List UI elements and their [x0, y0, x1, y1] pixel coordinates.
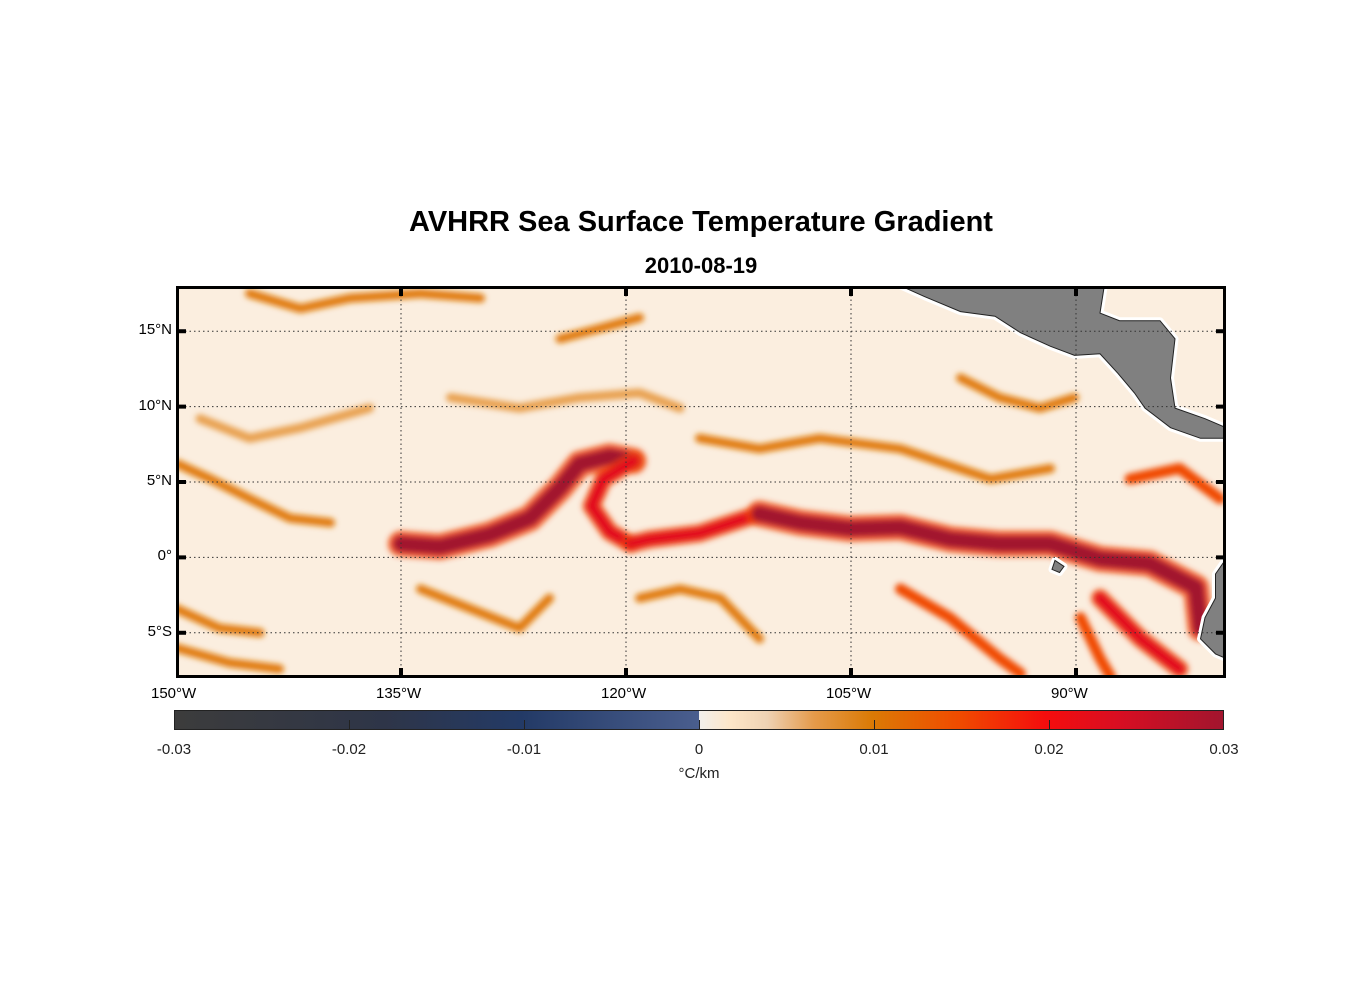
temperature-front	[1124, 462, 1226, 505]
temperature-front	[695, 433, 1055, 484]
colorbar-tick-label: -0.02	[331, 741, 367, 758]
ocean-background	[176, 286, 1226, 678]
colorbar-label: °C/km	[678, 765, 720, 782]
temperature-front	[195, 403, 374, 443]
x-tick-label: 90°W	[1051, 685, 1088, 702]
temperature-front	[446, 388, 685, 413]
y-tick-label: 5°S	[147, 622, 172, 640]
chart-subtitle: 2010-08-19	[644, 253, 758, 278]
x-tick-label: 120°W	[601, 685, 647, 702]
x-tick-label: 135°W	[376, 685, 422, 702]
y-tick-label: 0°	[157, 547, 172, 565]
colorbar-tick-label: 0.03	[1209, 741, 1239, 758]
y-tick-label: 5°N	[146, 472, 172, 489]
colorbar-tick	[699, 720, 700, 730]
y-tick-label: 15°N	[138, 321, 172, 339]
temperature-front	[555, 313, 644, 344]
temperature-front	[751, 505, 1209, 637]
colorbar-tick	[1049, 720, 1050, 730]
colorbar-tick-label: -0.01	[506, 741, 542, 758]
y-tick-label: 10°N	[138, 396, 172, 414]
colorbar-tick	[524, 720, 525, 730]
temperature-front	[895, 583, 1026, 678]
temperature-front	[393, 448, 642, 555]
colorbar-positive	[699, 710, 1224, 730]
colorbar-tick-label: -0.03	[156, 741, 192, 758]
landmass	[899, 286, 1226, 439]
temperature-front	[176, 643, 284, 674]
temperature-front	[635, 584, 764, 644]
x-tick-label: 150°W	[151, 685, 197, 702]
colorbar-tick-label: 0.02	[1034, 741, 1064, 758]
temperature-front	[176, 604, 265, 638]
x-tick-label: 105°W	[826, 685, 872, 702]
colorbar-tick	[349, 720, 350, 730]
temperature-front	[245, 289, 485, 314]
temperature-front	[625, 508, 765, 550]
temperature-front	[1075, 612, 1116, 678]
temperature-front	[956, 373, 1079, 413]
colorbar-tick	[874, 720, 875, 730]
colorbar-tick-label: 0.01	[859, 741, 889, 758]
colorbar-tick-label: 0	[694, 741, 704, 758]
sst-gradient-map	[176, 286, 1226, 678]
temperature-front	[1094, 592, 1185, 675]
temperature-front	[586, 455, 639, 550]
landmass	[1051, 559, 1065, 574]
chart-title: AVHRR Sea Surface Temperature Gradient	[409, 206, 993, 238]
temperature-front	[176, 459, 335, 528]
temperature-front	[416, 584, 554, 633]
